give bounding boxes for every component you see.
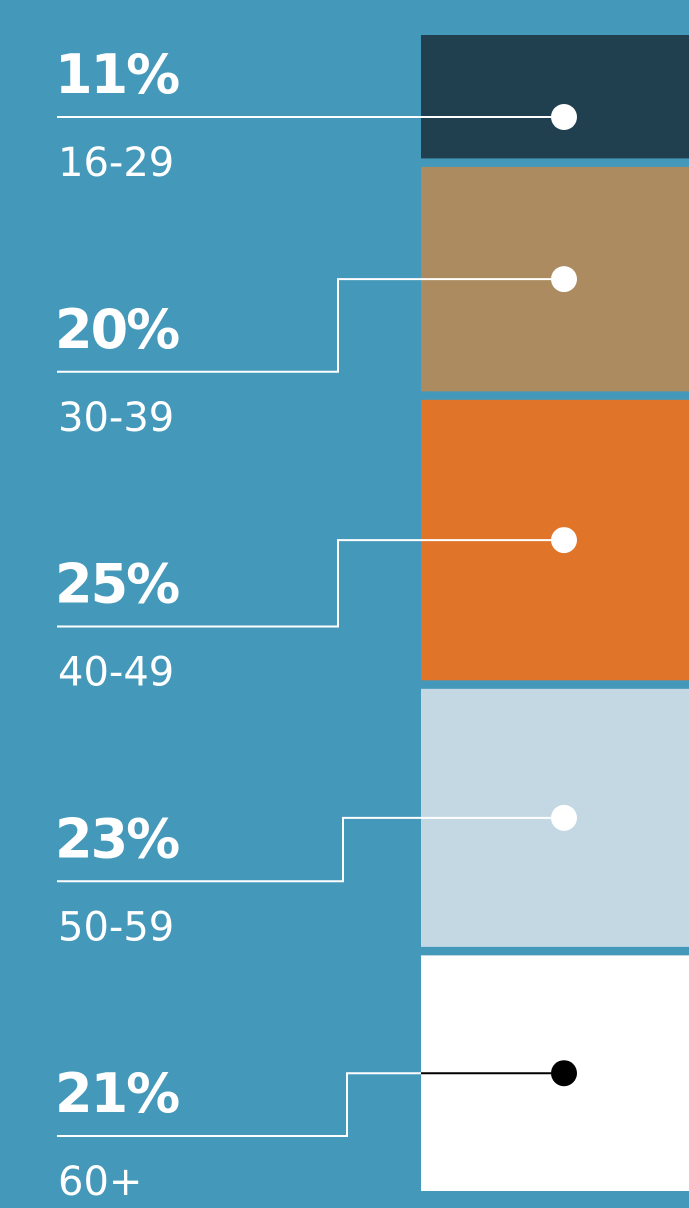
value-label: 11% [55,43,179,106]
value-label: 23% [55,807,179,870]
marker-dot [551,266,577,293]
category-label: 16-29 [58,140,174,186]
connector [57,1072,421,1137]
marker-dot [551,104,577,130]
category-label: 50-59 [58,904,174,950]
marker-dot [551,804,577,831]
value-label: 21% [55,1062,179,1125]
category-label: 40-49 [58,650,174,696]
connector [57,816,421,883]
category-label: 30-39 [58,395,174,441]
value-label: 20% [55,298,179,361]
value-label: 25% [55,553,179,616]
marker-dot [551,527,577,554]
category-label: 60+ [58,1159,142,1205]
marker-dot [551,1060,577,1087]
connector [57,539,421,628]
connector [57,278,421,373]
segment [421,35,689,159]
